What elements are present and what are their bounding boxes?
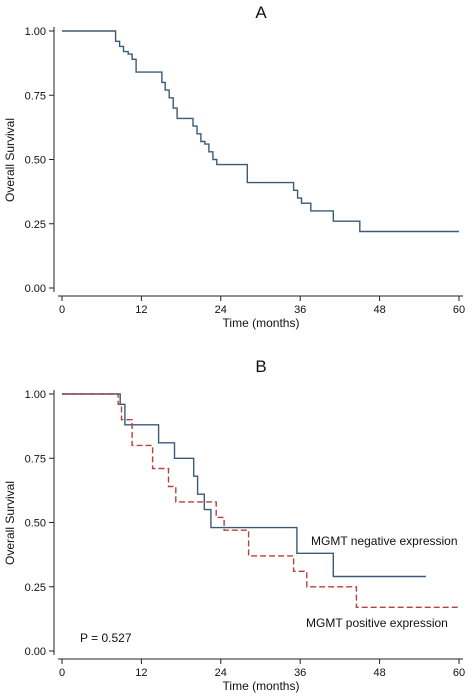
panel-label: A [255,3,267,22]
y-tick-label: 1.00 [25,26,46,38]
x-tick-label: 48 [373,667,385,679]
panel-a: A Overall Survival Time (months) 0.00 0.2… [3,3,465,330]
x-tick-label: 12 [135,667,147,679]
panel-label: B [255,357,266,376]
x-tick-label: 0 [59,667,65,679]
legend-label-mgmt-positive: MGMT positive expression [306,616,448,630]
y-tick-label: 0.25 [25,219,46,231]
x-tick-label: 36 [294,667,306,679]
survival-curve [62,30,459,233]
x-tick-label: 24 [215,667,227,679]
y-tick-label: 0.50 [25,155,46,167]
survival-curve-mgmt-positive [62,393,459,608]
x-tick-label: 36 [294,304,306,316]
y-tick-label: 0.00 [25,646,46,658]
x-axis-title: Time (months) [223,679,300,693]
x-tick-label: 24 [215,304,227,316]
p-value-annotation: P = 0.527 [80,631,132,645]
y-axis-title: Overall Survival [3,118,17,202]
legend-label-mgmt-negative: MGMT negative expression [311,534,458,548]
y-axis-title: Overall Survival [3,481,17,565]
panel-b: B Overall Survival Time (months) MGMT ne… [3,357,465,693]
x-tick-label: 60 [453,304,465,316]
y-tick-label: 0.75 [25,90,46,102]
y-tick-label: 0.00 [25,283,46,295]
y-tick-label: 0.50 [25,518,46,530]
survival-curve-mgmt-negative [62,393,426,578]
x-axis-title: Time (months) [223,316,300,330]
x-tick-label: 0 [59,304,65,316]
x-tick-label: 12 [135,304,147,316]
x-tick-label: 48 [373,304,385,316]
y-tick-label: 0.25 [25,582,46,594]
y-tick-label: 0.75 [25,453,46,465]
x-tick-label: 60 [453,667,465,679]
y-tick-label: 1.00 [25,389,46,401]
